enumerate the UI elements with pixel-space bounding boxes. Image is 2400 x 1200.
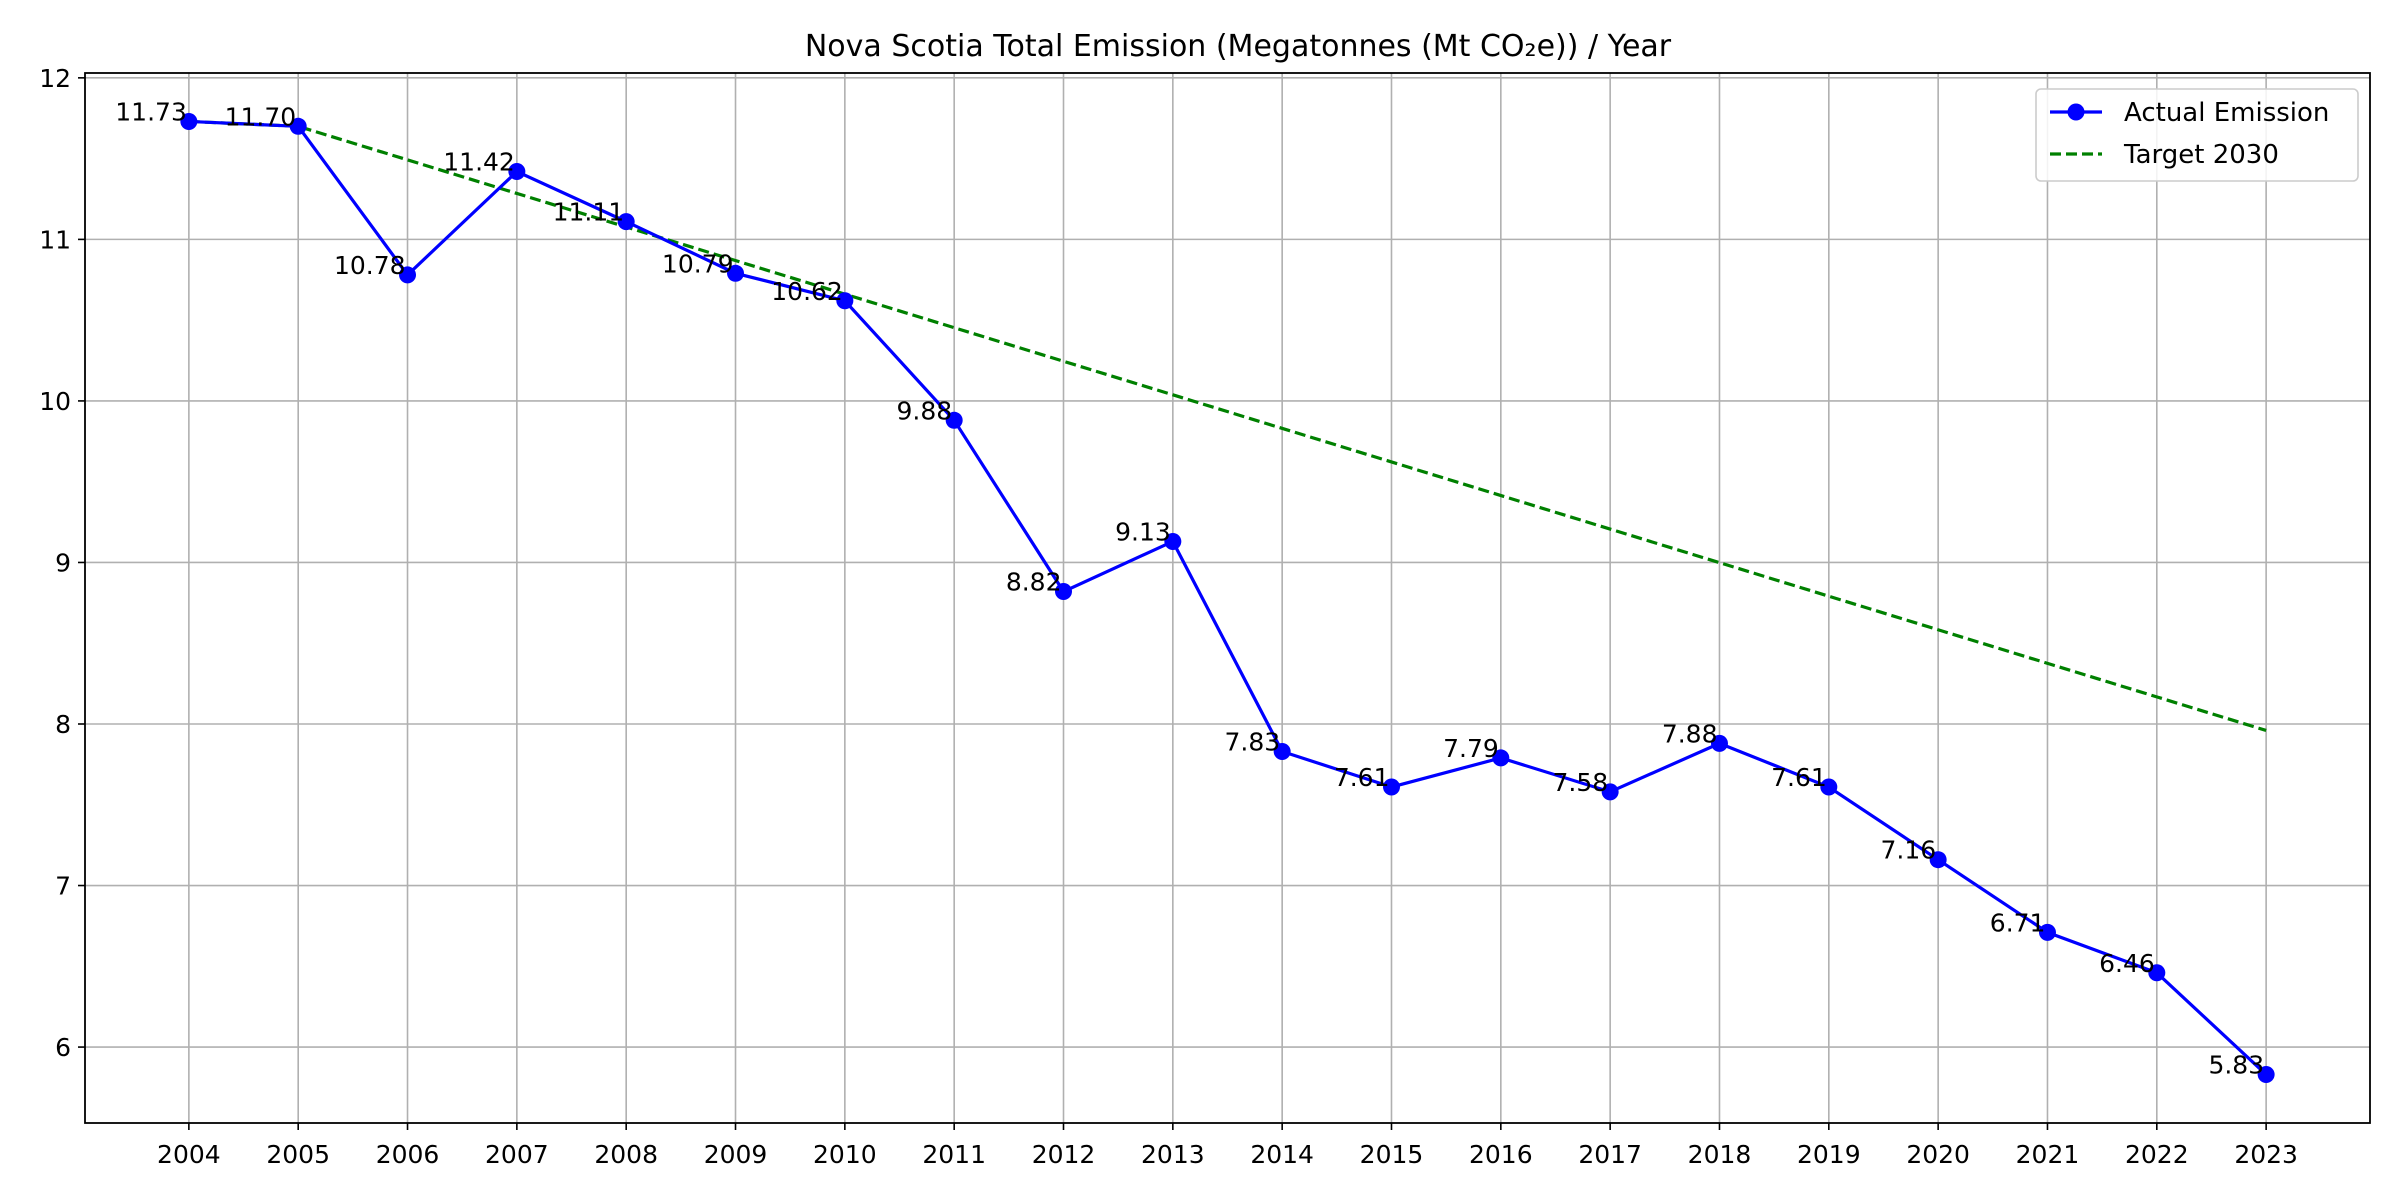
data-point bbox=[2257, 1066, 2275, 1084]
x-tick-label: 2018 bbox=[1688, 1140, 1752, 1169]
x-tick-label: 2008 bbox=[594, 1140, 658, 1169]
y-tick-label: 11 bbox=[39, 225, 71, 254]
data-point bbox=[289, 117, 307, 135]
data-point bbox=[1601, 783, 1619, 801]
series-line-actual-emission bbox=[188, 119, 2268, 1076]
data-label: 7.16 bbox=[1880, 836, 1936, 865]
data-point bbox=[1273, 742, 1291, 760]
data-label: 7.58 bbox=[1552, 768, 1608, 797]
x-tick-label: 2011 bbox=[922, 1140, 986, 1169]
data-label: 11.42 bbox=[443, 148, 515, 177]
data-label: 11.70 bbox=[225, 102, 297, 131]
data-label: 7.61 bbox=[1334, 763, 1390, 792]
data-point bbox=[2038, 923, 2056, 941]
data-label: 6.71 bbox=[1990, 908, 2046, 937]
chart-title: Nova Scotia Total Emission (Megatonnes (… bbox=[805, 29, 1672, 64]
legend-marker-actual-emission bbox=[2067, 103, 2085, 121]
x-tick-label: 2007 bbox=[485, 1140, 549, 1169]
data-label: 11.73 bbox=[115, 97, 187, 126]
x-tick-label: 2009 bbox=[704, 1140, 768, 1169]
data-point bbox=[508, 163, 526, 181]
legend-label-actual-emission: Actual Emission bbox=[2124, 98, 2329, 128]
x-tick-label: 2022 bbox=[2125, 1140, 2189, 1169]
axes: 2004 2005 2006 2007 2008 2009 2010 2011 2012 2013… bbox=[39, 64, 2371, 1169]
y-tick-label: 9 bbox=[55, 548, 71, 577]
y-tick-label: 12 bbox=[39, 64, 71, 93]
x-tick-label: 2012 bbox=[1032, 1140, 1096, 1169]
data-label: 6.46 bbox=[2099, 949, 2155, 978]
data-labels: 11.73 11.70 10.78 11.42 11.11 10.79 10.62 9.88 8… bbox=[115, 97, 2264, 1079]
x-tick-label: 2014 bbox=[1250, 1140, 1314, 1169]
data-label: 8.82 bbox=[1006, 568, 1062, 597]
data-point bbox=[1710, 734, 1728, 752]
data-label: 7.79 bbox=[1443, 734, 1499, 763]
data-label: 11.11 bbox=[553, 198, 625, 227]
data-label: 7.83 bbox=[1224, 727, 1280, 756]
data-point bbox=[180, 112, 198, 130]
y-tick-label: 10 bbox=[39, 387, 71, 416]
data-label: 10.62 bbox=[771, 277, 843, 306]
data-label: 7.88 bbox=[1662, 719, 1718, 748]
data-point bbox=[945, 411, 963, 429]
data-point bbox=[1929, 851, 1947, 869]
data-point bbox=[1382, 778, 1400, 796]
grid-lines bbox=[85, 73, 2370, 1123]
data-label: 10.79 bbox=[662, 249, 734, 278]
legend: Actual Emission Target 2030 bbox=[2035, 88, 2359, 182]
data-label: 5.83 bbox=[2208, 1051, 2264, 1080]
data-point bbox=[399, 266, 417, 284]
data-label: 7.61 bbox=[1771, 763, 1827, 792]
data-label: 10.78 bbox=[334, 251, 406, 280]
legend-label-target-2030: Target 2030 bbox=[2123, 140, 2279, 170]
x-tick-label: 2005 bbox=[266, 1140, 330, 1169]
legend-box bbox=[2035, 88, 2359, 182]
series-layer bbox=[180, 112, 2275, 1084]
x-tick-label: 2019 bbox=[1797, 1140, 1861, 1169]
series-line-target-2030 bbox=[188, 119, 2267, 732]
x-tick-label: 2023 bbox=[2234, 1140, 2298, 1169]
data-point bbox=[1055, 583, 1073, 601]
x-tick-label: 2006 bbox=[376, 1140, 440, 1169]
plot-frame bbox=[84, 72, 2371, 1124]
x-tick-label: 2010 bbox=[813, 1140, 877, 1169]
data-point bbox=[1164, 532, 1182, 550]
x-tick-label: 2013 bbox=[1141, 1140, 1205, 1169]
y-tick-label: 6 bbox=[55, 1033, 71, 1062]
x-tick-label: 2015 bbox=[1360, 1140, 1424, 1169]
y-tick-label: 8 bbox=[55, 710, 71, 739]
data-label: 9.13 bbox=[1115, 517, 1171, 546]
x-tick-label: 2020 bbox=[1906, 1140, 1970, 1169]
data-point bbox=[1820, 778, 1838, 796]
x-tick-label: 2016 bbox=[1469, 1140, 1533, 1169]
data-label: 9.88 bbox=[897, 396, 953, 425]
data-point bbox=[836, 292, 854, 310]
y-tick-label: 7 bbox=[55, 872, 71, 901]
x-tick-label: 2004 bbox=[157, 1140, 221, 1169]
x-tick-label: 2021 bbox=[2016, 1140, 2080, 1169]
data-point bbox=[617, 213, 635, 231]
data-point bbox=[2148, 964, 2166, 982]
data-point bbox=[1492, 749, 1510, 767]
data-point bbox=[727, 264, 745, 282]
x-tick-label: 2017 bbox=[1578, 1140, 1642, 1169]
